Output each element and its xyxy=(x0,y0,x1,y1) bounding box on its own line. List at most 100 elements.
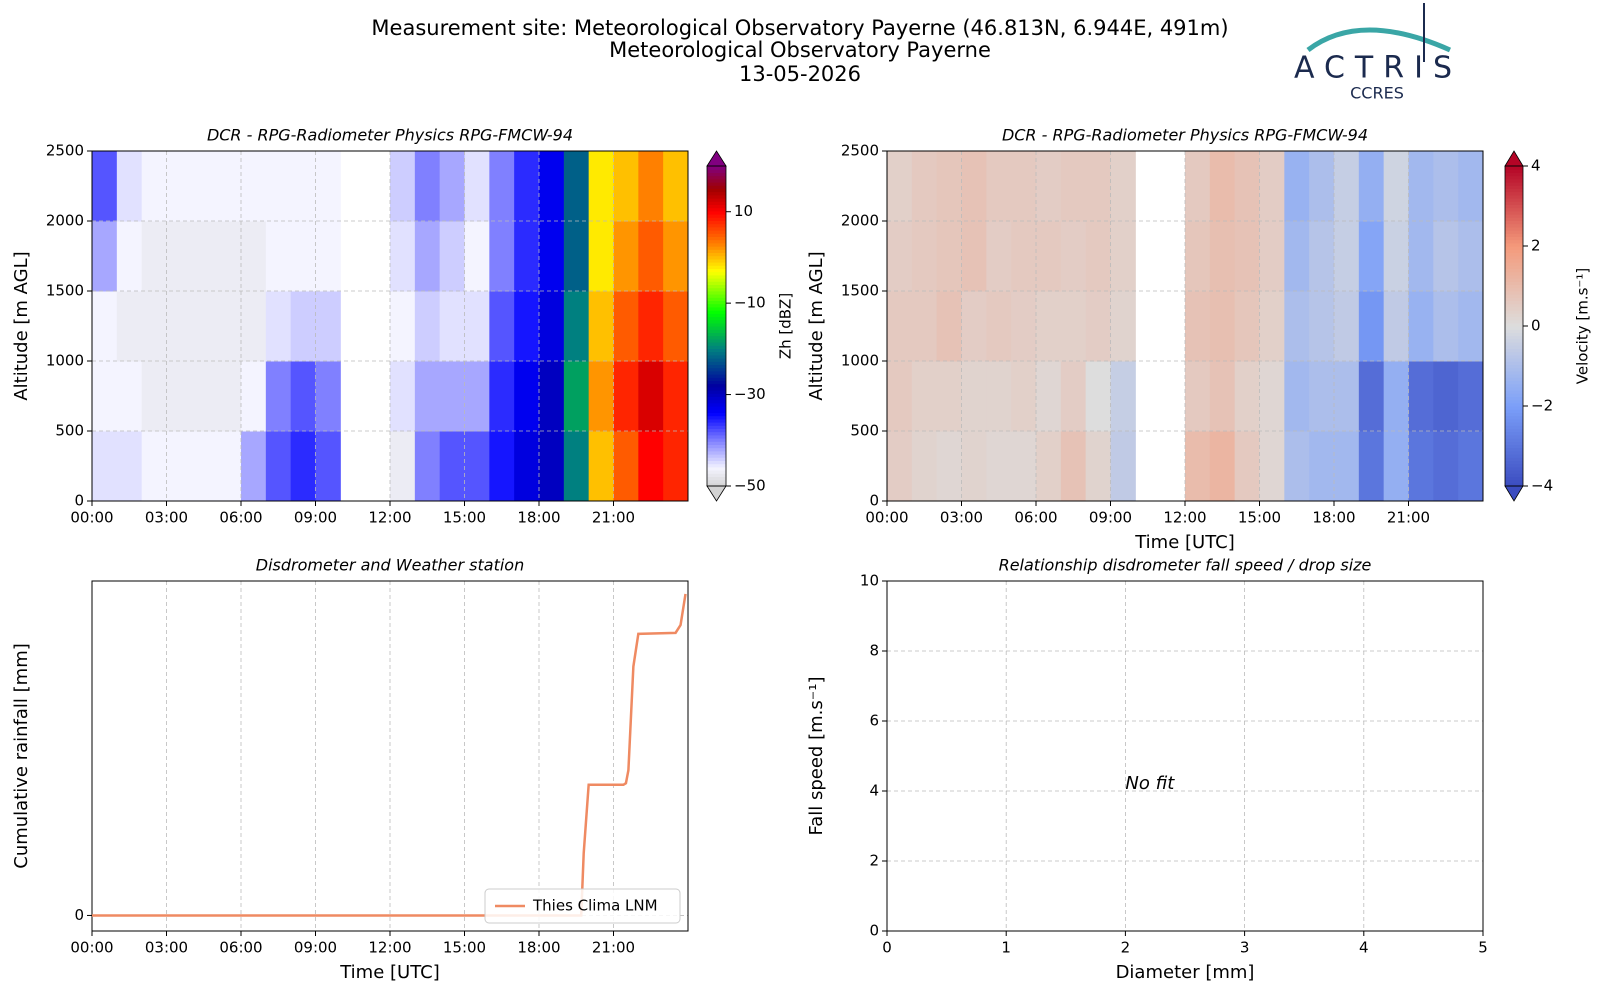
colorbar-step xyxy=(707,364,726,369)
colorbar-step xyxy=(1505,188,1523,193)
panel-title: Relationship disdrometer fall speed / dr… xyxy=(999,556,1372,575)
x-tick-label: 18:00 xyxy=(517,509,560,527)
colorbar-step xyxy=(1505,431,1523,436)
line xyxy=(92,593,687,917)
heatmap-cell xyxy=(1408,431,1434,502)
heatmap-cell xyxy=(439,361,465,432)
x-tick-label: 4 xyxy=(1359,939,1369,957)
heatmap-cell xyxy=(241,151,267,222)
heatmap-cell xyxy=(1060,291,1087,362)
colorbar-step xyxy=(1505,479,1523,484)
colorbar-step xyxy=(707,335,726,340)
colorbar-step xyxy=(1505,169,1523,173)
heatmap-cell xyxy=(1259,431,1285,502)
heatmap-cell xyxy=(663,291,689,362)
colorbar-step xyxy=(707,226,726,231)
heatmap-cell xyxy=(663,151,689,222)
heatmap-cell xyxy=(116,221,143,292)
heatmap-cell xyxy=(489,431,515,502)
y-tick-label: 8 xyxy=(869,642,879,660)
colorbar-step xyxy=(1505,278,1523,282)
colorbar-step xyxy=(1505,466,1523,471)
heatmap-cell xyxy=(1110,221,1136,292)
heatmap-cell xyxy=(1185,221,1211,292)
colorbar-step xyxy=(1505,265,1523,269)
colorbar-step xyxy=(707,402,726,407)
colorbar-step xyxy=(1505,342,1523,346)
heatmap-cell xyxy=(290,151,316,222)
heatmap-cell xyxy=(1209,361,1236,432)
colorbar-step xyxy=(1505,463,1523,468)
colorbar-step xyxy=(707,290,726,295)
heatmap-cell xyxy=(414,151,441,222)
colorbar-step xyxy=(707,348,726,353)
heatmap-cell xyxy=(1036,221,1062,292)
heatmap-cell xyxy=(1458,361,1484,432)
heatmap-cell xyxy=(241,431,267,502)
colorbar-step xyxy=(1505,201,1523,205)
heatmap-cell xyxy=(166,431,192,502)
panel: 00:00 03:00 06:00 09:00 12:00 15:00 18:00 21:00… xyxy=(11,556,689,983)
panel-title: DCR - RPG-Radiometer Physics RPG-FMCW-94 xyxy=(207,126,573,145)
heatmap-cell xyxy=(961,361,987,432)
heatmap-cell xyxy=(141,151,167,222)
heatmap-cell xyxy=(986,221,1012,292)
heatmap-cell xyxy=(116,151,143,222)
colorbar-extend xyxy=(1504,150,1524,167)
colorbar-step xyxy=(707,169,726,173)
x-tick-label: 18:00 xyxy=(517,939,560,957)
y-axis-label: Fall speed [m.s⁻¹] xyxy=(806,677,827,836)
colorbar-label: Velocity [m.s⁻¹] xyxy=(1574,268,1592,384)
heatmap-cell xyxy=(514,431,540,502)
heatmap-cell xyxy=(663,361,689,432)
heatmap-cell xyxy=(986,151,1012,222)
colorbar-label: Zh [dBZ] xyxy=(777,293,795,359)
colorbar-step xyxy=(1505,361,1523,365)
colorbar-step xyxy=(707,393,726,397)
heatmap-cell xyxy=(191,221,217,292)
heatmap-cell xyxy=(588,361,614,432)
colorbar-step xyxy=(1505,281,1523,285)
colorbar-step xyxy=(1505,402,1523,407)
colorbar-step xyxy=(1505,166,1523,170)
colorbar-step xyxy=(1505,460,1523,465)
colorbar-step xyxy=(1505,422,1523,426)
heatmap-cell xyxy=(265,361,292,432)
colorbar-step xyxy=(707,450,726,455)
heatmap-cell xyxy=(588,221,614,292)
x-tick-label: 09:00 xyxy=(294,939,337,957)
heatmap-cell xyxy=(92,221,118,292)
heatmap-cell xyxy=(936,361,962,432)
heatmap-cell xyxy=(1060,431,1087,502)
colorbar-step xyxy=(1505,306,1523,311)
heatmap-cell xyxy=(414,221,441,292)
heatmap-cell xyxy=(563,151,590,222)
heatmap-cell xyxy=(1185,431,1211,502)
colorbar-step xyxy=(1505,242,1523,247)
heatmap-cell xyxy=(1284,431,1310,502)
colorbar-step xyxy=(1505,204,1523,209)
heatmap-cell xyxy=(1334,151,1360,222)
colorbar-step xyxy=(1505,290,1523,295)
x-tick-label: 2 xyxy=(1121,939,1131,957)
y-tick-label: 2500 xyxy=(841,142,879,160)
colorbar-step xyxy=(1505,418,1523,423)
colorbar-step xyxy=(707,233,726,237)
heatmap-cell xyxy=(191,431,217,502)
heatmap-cell xyxy=(439,431,465,502)
heatmap-cell xyxy=(663,431,689,502)
x-tick-label: 15:00 xyxy=(1238,509,1281,527)
heatmap-cell xyxy=(464,431,490,502)
colorbar-step xyxy=(707,482,726,487)
x-tick-label: 21:00 xyxy=(1387,509,1430,527)
heatmap-cell xyxy=(92,291,118,362)
heatmap-cell xyxy=(1334,431,1360,502)
heatmap-cell xyxy=(936,291,962,362)
heatmap-cell xyxy=(1185,361,1211,432)
heatmap-cell xyxy=(1259,291,1285,362)
colorbar-step xyxy=(707,265,726,269)
colorbar-step xyxy=(1505,377,1523,381)
colorbar-step xyxy=(707,412,726,417)
colorbar-step xyxy=(707,319,726,324)
colorbar-step xyxy=(1505,338,1523,343)
